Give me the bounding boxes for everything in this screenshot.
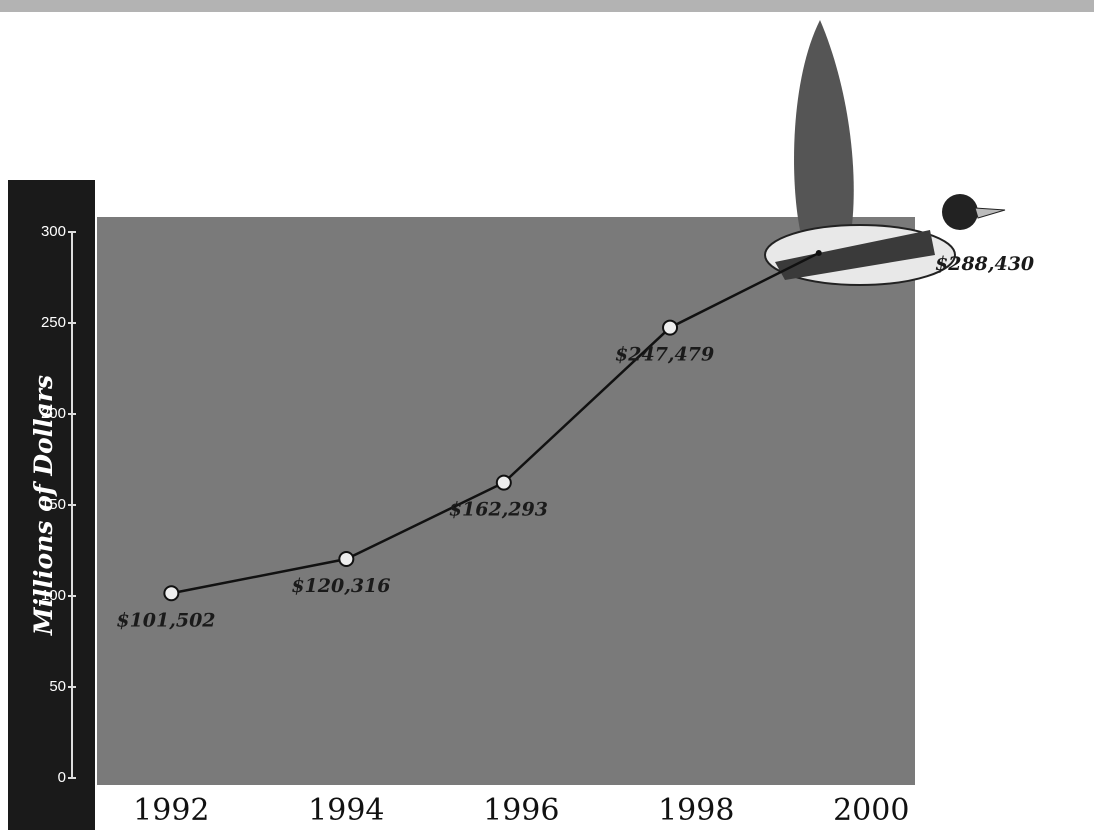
axis-panel <box>8 180 95 830</box>
value-label: $247,479 <box>615 344 714 366</box>
y-tick-label: 100 <box>41 587 66 604</box>
x-tick-label: 1994 <box>308 793 384 828</box>
point <box>163 585 180 602</box>
top-bar <box>0 0 1094 12</box>
y-axis-title: Millions of Dollars <box>29 375 58 636</box>
x-tick-label: 2000 <box>833 793 909 828</box>
y-tick-label: 150 <box>41 496 66 513</box>
x-tick-label: 1998 <box>658 793 734 828</box>
point <box>338 551 355 568</box>
point <box>495 474 512 491</box>
value-label: $120,316 <box>291 575 390 597</box>
y-tick-label: 0 <box>58 769 66 786</box>
point <box>662 319 679 336</box>
duck <box>764 20 1006 286</box>
y-tick-label: 200 <box>41 405 66 422</box>
plot-area <box>97 217 915 785</box>
point <box>815 250 822 257</box>
x-tick-label: 1992 <box>133 793 209 828</box>
value-label: $288,430 <box>935 253 1034 275</box>
y-tick-label: 250 <box>41 314 66 331</box>
y-tick-label: 300 <box>41 223 66 240</box>
value-label: $101,502 <box>116 609 215 631</box>
x-tick-label: 1996 <box>483 793 559 828</box>
y-tick-label: 50 <box>49 678 66 695</box>
value-label: $162,293 <box>449 499 548 521</box>
